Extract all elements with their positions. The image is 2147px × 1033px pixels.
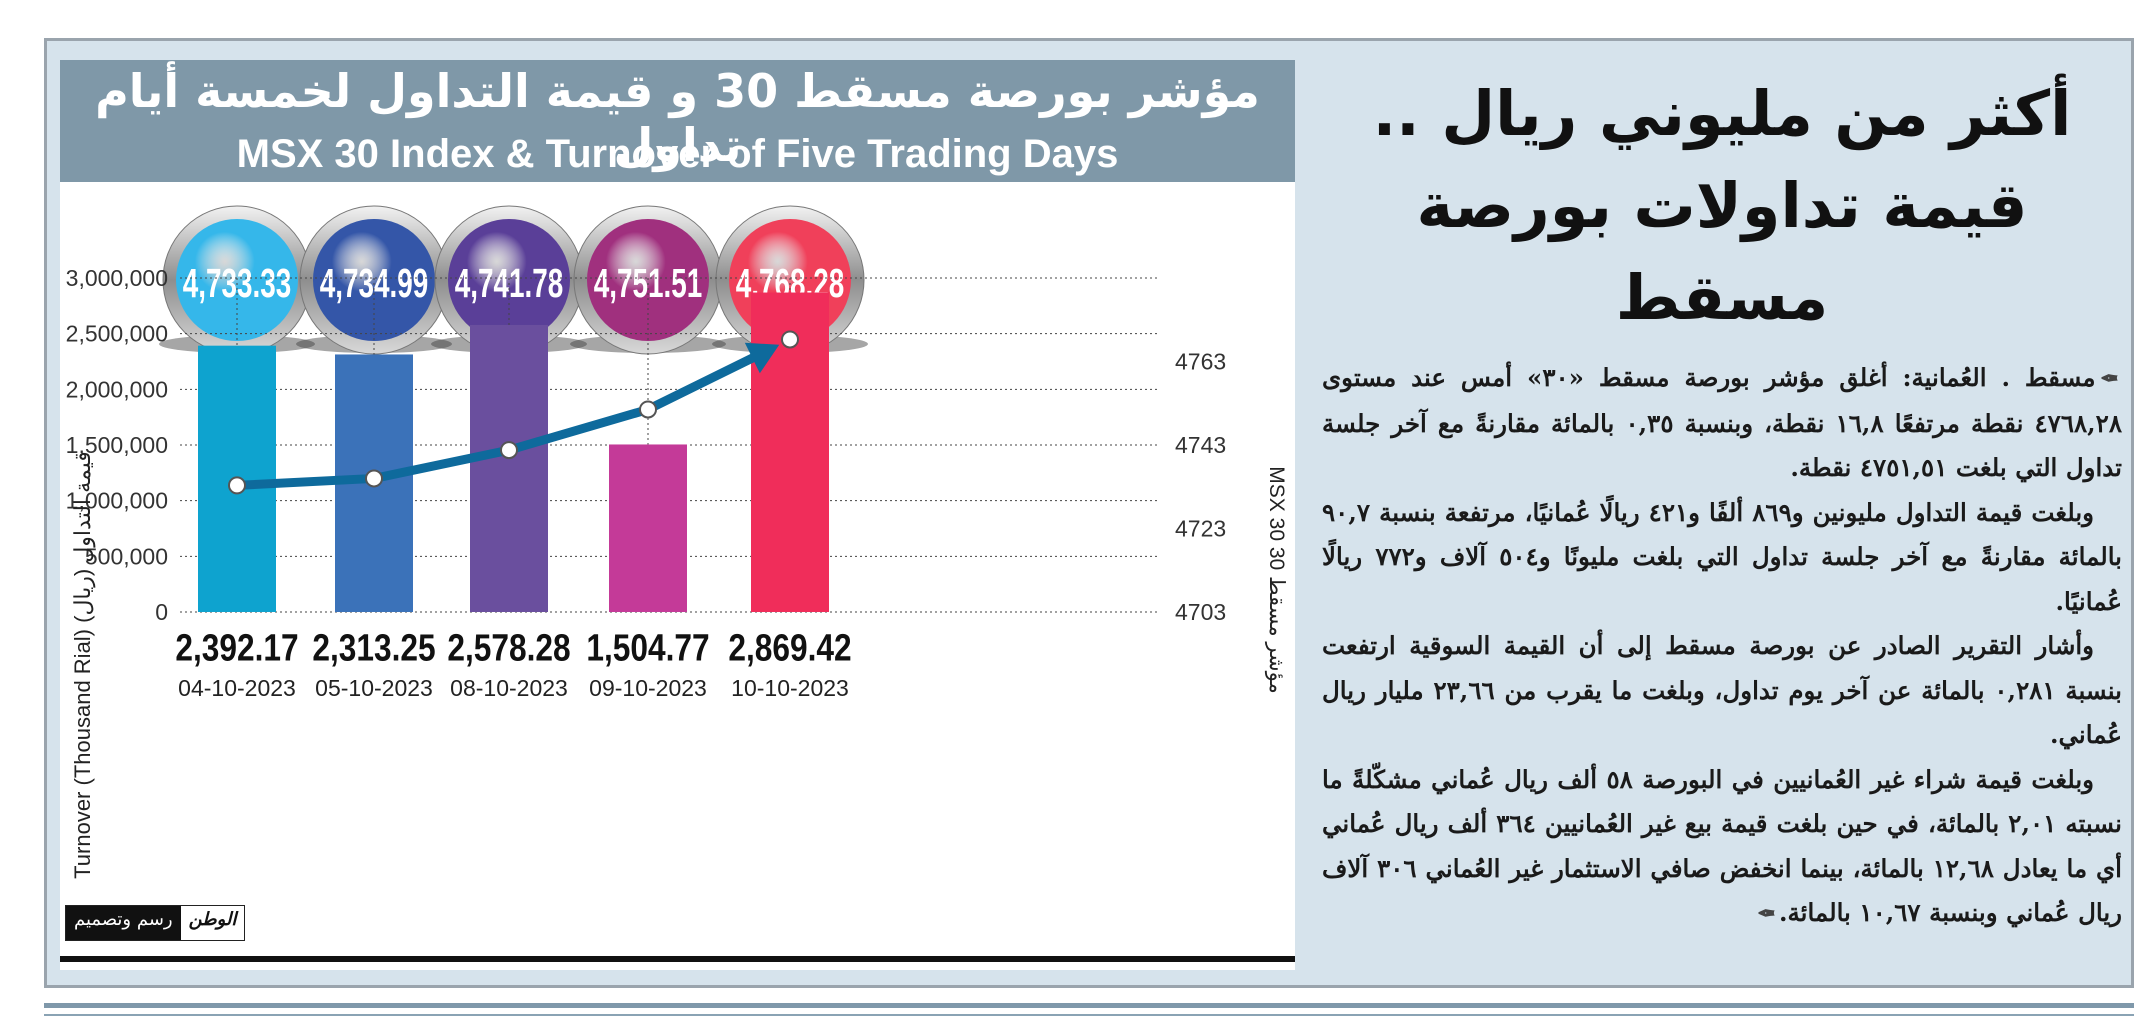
pen-icon: ✒ (1756, 901, 1776, 927)
article-body: ✒مسقط . العُمانية: أغلق مؤشر بورصة مسقط … (1322, 356, 2122, 937)
turnover-value-label: 2,313.25 (312, 627, 435, 669)
date-label: 10-10-2023 (731, 675, 849, 701)
chart-title-arabic: مؤشر بورصة مسقط 30 و قيمة التداول لخمسة … (95, 64, 1260, 172)
left-tick-label: 0 (155, 599, 168, 625)
turnover-bar (609, 444, 687, 612)
publisher-logo: رسم وتصميم الوطن (65, 905, 246, 941)
headline-line-2: قيمة تداولات بورصة مسقط (1416, 169, 2028, 334)
logo-name: الوطن (180, 906, 245, 940)
chart-svg: 4,733.33 4,734.99 4,741.78 4,751.51 4,768.28… (66, 205, 1288, 879)
article-paragraph: ✒مسقط . العُمانية: أغلق مؤشر بورصة مسقط … (1322, 356, 2122, 491)
article-paragraph: وبلغت قيمة شراء غير العُمانيين في البورص… (1322, 758, 2122, 937)
headline-line-1: أكثر من مليوني ريال .. (1372, 77, 2072, 150)
turnover-value-label: 1,504.77 (586, 627, 709, 669)
article-paragraph: وأشار التقرير الصادر عن بورصة مسقط إلى أ… (1322, 631, 2122, 749)
date-label: 09-10-2023 (589, 675, 707, 701)
right-tick-label: 4703 (1175, 599, 1226, 625)
chart-title-band: مؤشر بورصة مسقط 30 و قيمة التداول لخمسة … (60, 60, 1295, 182)
turnover-value-label: 2,392.17 (175, 627, 298, 669)
left-tick-label: 500,000 (85, 543, 168, 569)
turnover-value-label: 2,869.42 (728, 627, 851, 669)
index-line-arrowhead (744, 342, 780, 374)
left-tick-label: 2,500,000 (66, 321, 168, 347)
index-point (500, 441, 518, 460)
date-label: 05-10-2023 (315, 675, 433, 701)
index-point (228, 476, 246, 495)
right-tick-label: 4763 (1175, 349, 1226, 375)
bottom-rule (44, 1003, 2134, 1008)
turnover-bar (470, 324, 548, 612)
right-tick-label: 4743 (1175, 432, 1226, 458)
left-tick-label: 2,000,000 (66, 376, 168, 402)
left-tick-label: 1,000,000 (66, 488, 168, 514)
index-point (639, 400, 657, 419)
chart-panel: مؤشر بورصة مسقط 30 و قيمة التداول لخمسة … (60, 60, 1295, 970)
article: أكثر من مليوني ريال .. قيمة تداولات بورص… (1322, 60, 2122, 975)
index-point (781, 330, 799, 349)
pen-icon: ✒ (2099, 366, 2118, 392)
date-label: 04-10-2023 (178, 675, 296, 701)
turnover-value-label: 2,578.28 (447, 627, 570, 669)
chart-bottom-bar (60, 956, 1295, 962)
index-point (365, 469, 383, 488)
left-tick-label: 1,500,000 (66, 432, 168, 458)
left-tick-label: 3,000,000 (66, 265, 168, 291)
right-tick-label: 4723 (1175, 516, 1226, 542)
bottom-rule (44, 1014, 2134, 1016)
y-axis-label-right: MSX 30 مؤشر مسقط 30 (1264, 466, 1288, 693)
headline: أكثر من مليوني ريال .. قيمة تداولات بورص… (1322, 68, 2122, 344)
chart-title-english: MSX 30 Index & Turnover of Five Trading … (236, 132, 1119, 176)
date-label: 08-10-2023 (450, 675, 568, 701)
logo-credit: رسم وتصميم (66, 906, 181, 940)
y-axis-label-left: Turnover (Thousand Rial) قيمة التداول (ر… (70, 451, 96, 879)
article-paragraph: وبلغت قيمة التداول مليونين و٨٦٩ ألفًا و٤… (1322, 497, 2123, 616)
